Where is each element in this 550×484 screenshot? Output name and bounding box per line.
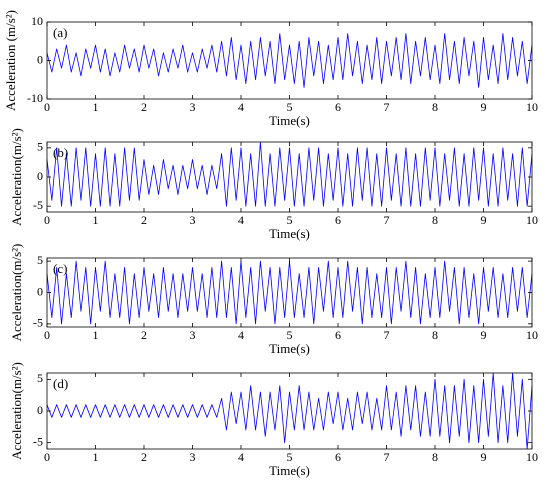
- y-tick-label: 0: [37, 284, 43, 298]
- x-tick-label: 6: [335, 100, 341, 114]
- x-tick-label: 0: [44, 450, 50, 464]
- x-axis-label: Time(s): [269, 341, 310, 356]
- panel-label: (b): [53, 145, 68, 160]
- y-tick-label: 0: [37, 52, 43, 66]
- y-tick-label: 0: [37, 169, 43, 183]
- plot-area: [47, 373, 532, 449]
- x-tick-label: 4: [238, 450, 244, 464]
- x-tick-label: 10: [526, 328, 538, 342]
- x-tick-label: 4: [238, 100, 244, 114]
- y-tick-label: 5: [37, 371, 43, 385]
- x-tick-label: 3: [190, 100, 196, 114]
- plot-area: [47, 258, 532, 327]
- x-tick-label: 0: [44, 328, 50, 342]
- y-axis-label: Acceleration (m/s²): [3, 10, 18, 111]
- x-axis-label: Time(s): [269, 463, 310, 478]
- x-tick-label: 7: [384, 213, 390, 227]
- plot-area: [47, 22, 532, 99]
- x-tick-label: 9: [481, 328, 487, 342]
- plot-frame: [46, 21, 533, 100]
- y-tick-label: -10: [27, 91, 43, 105]
- x-tick-label: 3: [190, 213, 196, 227]
- x-tick-label: 10: [526, 100, 538, 114]
- x-tick-label: 0: [44, 213, 50, 227]
- y-tick-label: -5: [33, 198, 43, 212]
- x-tick-label: 6: [335, 328, 341, 342]
- x-tick-label: 2: [141, 328, 147, 342]
- x-tick-label: 8: [432, 450, 438, 464]
- x-tick-label: 1: [93, 328, 99, 342]
- x-tick-label: 1: [93, 100, 99, 114]
- plot-frame: [46, 141, 533, 213]
- signal-line: [46, 33, 533, 88]
- x-tick-label: 6: [335, 213, 341, 227]
- y-axis-label: Acceleration(m/s²): [9, 244, 24, 342]
- y-tick-label: 5: [37, 253, 43, 267]
- x-tick-label: 3: [190, 328, 196, 342]
- x-axis-label: Time(s): [269, 226, 310, 241]
- panel-label: (a): [53, 25, 67, 40]
- x-tick-label: 2: [141, 213, 147, 227]
- x-tick-label: 3: [190, 450, 196, 464]
- y-axis-label: Acceleration(m/s²): [9, 128, 24, 226]
- panel-label: (d): [53, 376, 68, 391]
- x-tick-label: 1: [93, 450, 99, 464]
- x-tick-label: 5: [287, 328, 293, 342]
- plot-area: [47, 142, 532, 212]
- plot-frame: [46, 257, 533, 328]
- x-tick-label: 7: [384, 328, 390, 342]
- x-tick-label: 4: [238, 213, 244, 227]
- y-tick-label: 0: [37, 403, 43, 417]
- x-tick-label: 0: [44, 100, 50, 114]
- x-tick-label: 9: [481, 100, 487, 114]
- y-axis-label: Acceleration(m/s²): [9, 362, 24, 460]
- y-tick-label: -5: [33, 434, 43, 448]
- plot-frame: [46, 372, 533, 450]
- x-tick-label: 8: [432, 100, 438, 114]
- x-tick-label: 10: [526, 213, 538, 227]
- y-tick-label: 10: [31, 14, 43, 28]
- x-tick-label: 7: [384, 100, 390, 114]
- signal-line: [46, 141, 533, 207]
- x-tick-label: 1: [93, 213, 99, 227]
- x-tick-label: 7: [384, 450, 390, 464]
- x-tick-label: 9: [481, 450, 487, 464]
- x-tick-label: 8: [432, 213, 438, 227]
- x-tick-label: 8: [432, 328, 438, 342]
- y-tick-label: 5: [37, 140, 43, 154]
- x-tick-label: 10: [526, 450, 538, 464]
- signal-line: [46, 372, 533, 450]
- x-tick-label: 9: [481, 213, 487, 227]
- panel-label: (c): [53, 261, 67, 276]
- x-tick-label: 5: [287, 100, 293, 114]
- x-tick-label: 4: [238, 328, 244, 342]
- x-tick-label: 6: [335, 450, 341, 464]
- x-tick-label: 5: [287, 213, 293, 227]
- x-tick-label: 2: [141, 100, 147, 114]
- x-tick-label: 5: [287, 450, 293, 464]
- x-axis-label: Time(s): [269, 113, 310, 128]
- x-tick-label: 2: [141, 450, 147, 464]
- y-tick-label: -5: [33, 316, 43, 330]
